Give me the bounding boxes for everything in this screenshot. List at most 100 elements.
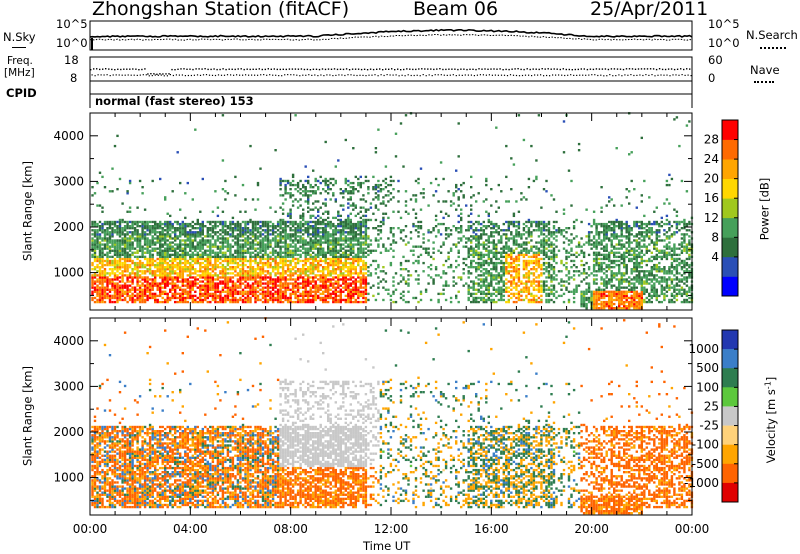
heatmap-cell [179,225,182,228]
heatmap-cell [256,222,260,226]
heatmap-cell [236,222,240,226]
heatmap-cell [266,222,270,226]
heatmap-cell [276,253,280,257]
heatmap-cell [327,225,330,228]
heatmap-cell [327,268,330,271]
heatmap-cell [455,186,458,189]
heatmap-cell [470,227,473,230]
heatmap-cell [199,263,202,267]
heatmap-cell [204,253,207,257]
heatmap-cell [291,204,295,207]
heatmap-cell [482,200,485,203]
heatmap-cell [309,253,312,257]
heatmap-cell [359,216,362,220]
heatmap-cell [234,270,237,273]
heatmap-cell [251,233,255,236]
heatmap-cell [281,290,285,293]
heatmap-cell [171,278,174,281]
heatmap-cell [289,192,292,195]
heatmap-cell [495,126,498,129]
nave-point [669,75,671,77]
heatmap-cell [304,179,307,183]
heatmap-cell [304,272,307,275]
heatmap-cell [349,245,352,248]
heatmap-cell [133,298,137,302]
heatmap-cell [181,261,184,265]
heatmap-cell [121,284,124,287]
heatmap-cell [96,255,99,259]
heatmap-cell [294,227,297,230]
heatmap-cell [189,282,192,285]
heatmap-cell [409,274,413,277]
nave-point [663,74,665,76]
heatmap-cell [309,227,312,230]
heatmap-cell [319,276,322,279]
heatmap-cell [179,208,182,211]
heatmap-cell [141,294,144,298]
heatmap-cell [329,222,332,226]
heatmap-cell [507,266,510,269]
heatmap-cell [364,233,368,236]
heatmap-cell [334,241,337,244]
heatmap-cell [372,294,375,298]
heatmap-cell [364,239,368,242]
heatmap-cell [226,290,230,293]
heatmap-cell [296,270,300,273]
heatmap-cell [93,259,97,263]
heatmap-cell [136,280,139,283]
heatmap-cell [354,282,357,285]
heatmap-cell [404,259,408,263]
heatmap-cell [116,276,119,279]
heatmap-cell [327,231,330,234]
heatmap-cell [419,208,423,211]
heatmap-cell [387,190,390,193]
heatmap-cell [419,227,423,230]
freq-point [427,68,429,70]
heatmap-cell [154,263,157,267]
heatmap-cell [239,257,242,261]
heatmap-cell [319,257,322,261]
heatmap-cell [480,253,483,257]
heatmap-cell [379,188,383,191]
nave-point [534,74,536,76]
heatmap-cell [189,222,192,226]
heatmap-cell [179,257,182,261]
heatmap-cell [359,181,362,185]
freq-point [276,68,278,71]
heatmap-cell [241,266,245,269]
freq-point [339,68,342,70]
heatmap-cell [226,276,230,279]
heatmap-cell [347,294,350,298]
heatmap-cell [482,245,485,248]
heatmap-cell [299,245,302,248]
heatmap-cell [101,272,104,275]
heatmap-cell [327,237,330,240]
heatmap-cell [334,290,337,293]
heatmap-cell [304,227,307,230]
heatmap-cell [462,194,465,197]
heatmap-cell [219,292,222,296]
heatmap-cell [507,270,510,273]
nave-point [437,74,439,76]
heatmap-cell [317,270,320,273]
heatmap-cell [206,261,209,265]
heatmap-cell [266,263,270,267]
heatmap-cell [174,272,177,275]
heatmap-cell [141,231,144,234]
freq-point [120,68,122,71]
heatmap-cell [154,266,157,269]
heatmap-cell [216,290,220,293]
heatmap-cell [161,257,164,261]
heatmap-cell [329,284,332,287]
heatmap-cell [337,159,340,162]
heatmap-cell [284,253,287,257]
heatmap-cell [126,284,129,287]
heatmap-cell [224,241,227,244]
heatmap-cell [219,261,222,265]
heatmap-cell [179,261,182,265]
heatmap-cell [382,245,385,248]
heatmap-cell [364,286,368,289]
heatmap-cell [194,237,197,240]
heatmap-cell [505,288,508,291]
heatmap-cell [96,235,99,238]
